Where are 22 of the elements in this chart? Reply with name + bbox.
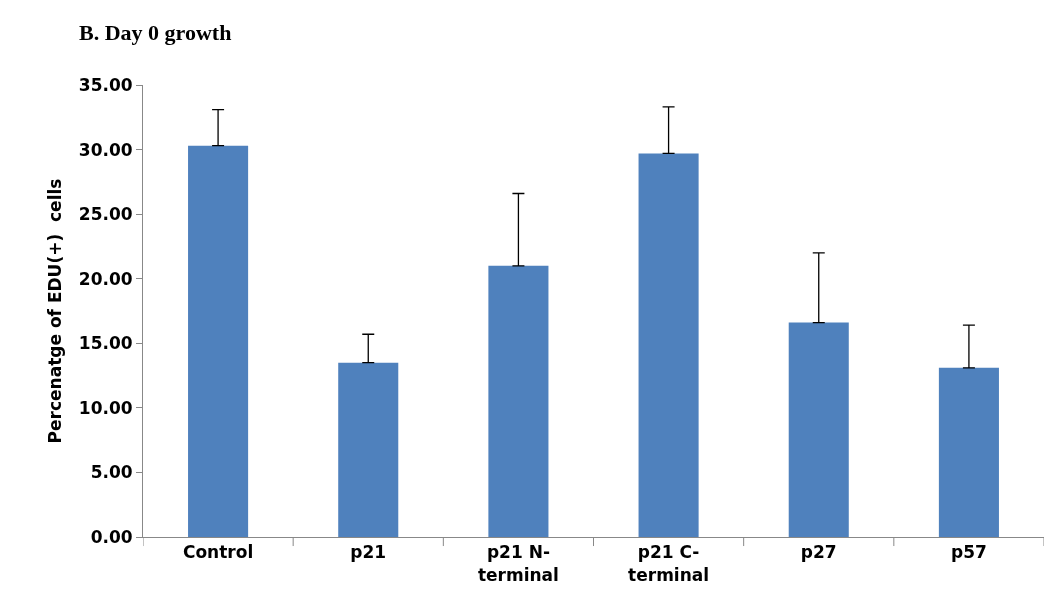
chart-title: B. Day 0 growth — [79, 19, 232, 45]
x-tick-label: p21 C- terminal — [628, 542, 710, 585]
x-tick-label: p57 — [951, 542, 987, 563]
y-tick-label: 10.00 — [78, 397, 133, 418]
bar — [938, 367, 999, 537]
y-axis-title: Percenatge of EDU(+) cells — [45, 178, 66, 444]
y-tick-label: 35.00 — [78, 74, 133, 95]
bar — [188, 145, 249, 537]
y-tick-label: 15.00 — [78, 333, 133, 354]
x-tick-label: p27 — [800, 542, 837, 563]
y-tick-label: 5.00 — [90, 462, 133, 483]
y-tick-label: 0.00 — [90, 526, 133, 547]
bar — [638, 153, 699, 537]
bar — [338, 362, 399, 537]
bar — [488, 265, 549, 537]
x-tick-label: p21 N- terminal — [477, 542, 559, 585]
x-tick-label: p21 — [350, 542, 387, 563]
y-tick-label: 25.00 — [78, 204, 133, 225]
y-tick-label: 20.00 — [78, 268, 133, 289]
bar — [788, 322, 849, 537]
x-tick-label: Control — [182, 542, 254, 563]
y-tick-label: 30.00 — [78, 139, 133, 160]
